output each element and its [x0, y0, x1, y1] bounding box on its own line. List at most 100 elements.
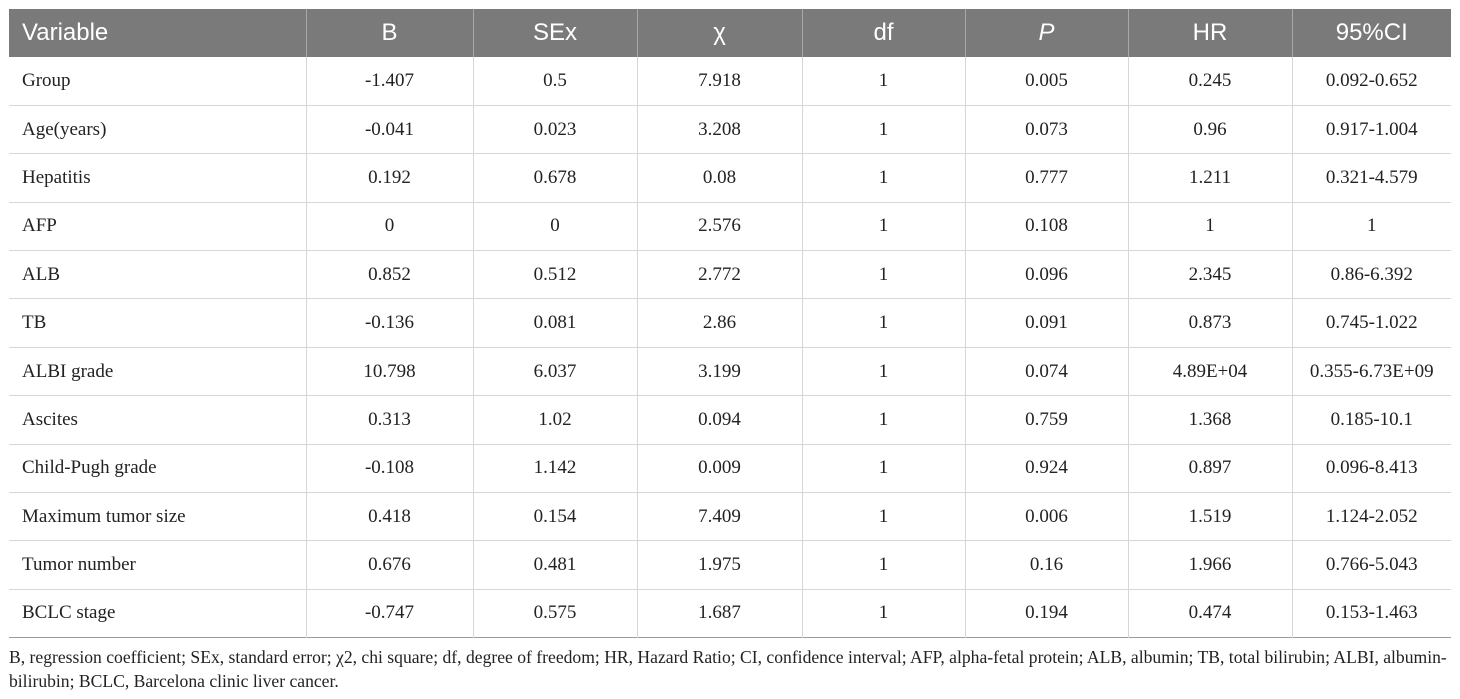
- cell-variable: Maximum tumor size: [9, 492, 307, 541]
- cell-sex: 0.081: [473, 298, 638, 348]
- header-row: Variable B SEx χ df P HR 95%CI: [9, 9, 1451, 57]
- cell-sex: 0: [473, 202, 638, 251]
- cell-p: 0.006: [965, 492, 1129, 541]
- cell-df: 1: [802, 589, 966, 638]
- cell-df: 1: [802, 395, 966, 445]
- cell-b: -0.108: [306, 444, 474, 493]
- cell-variable: Group: [9, 57, 307, 106]
- cell-b: 0.676: [306, 540, 474, 590]
- cell-hr: 0.897: [1128, 444, 1293, 493]
- cell-sex: 6.037: [473, 347, 638, 396]
- cell-chi: 7.918: [637, 57, 803, 106]
- cell-sex: 0.023: [473, 105, 638, 154]
- cell-sex: 0.5: [473, 57, 638, 106]
- table-row: ALBI grade 10.798 6.037 3.199 1 0.074 4.89E+04…: [9, 347, 1451, 396]
- table-row: Age(years) -0.041 0.023 3.208 1 0.073 0.96 0.91…: [9, 105, 1451, 154]
- cell-p: 0.194: [965, 589, 1129, 638]
- cell-ci: 1: [1367, 215, 1377, 237]
- table-row: Hepatitis 0.192 0.678 0.08 1 0.777 1.211 0.321-…: [9, 153, 1451, 203]
- cell-df: 1: [802, 202, 966, 251]
- cell-sex: 0.678: [473, 153, 638, 203]
- cell-df: 1: [802, 540, 966, 590]
- cell-hr: 4.89E+04: [1128, 347, 1293, 396]
- table-row: Group -1.407 0.5 7.918 1 0.005 0.245 0.092-0.65…: [9, 57, 1451, 106]
- cell-chi: 3.208: [637, 105, 803, 154]
- cell-hr: 0.474: [1128, 589, 1293, 638]
- cell-ci: 1.124-2.052: [1325, 505, 1418, 527]
- cell-p: 0.074: [965, 347, 1129, 396]
- cell-p: 0.16: [965, 540, 1129, 590]
- cell-hr: 0.873: [1128, 298, 1293, 348]
- regression-table-container: Variable B SEx χ df P HR 95%CI Group -1.4…: [9, 9, 1451, 638]
- cell-p: 0.759: [965, 395, 1129, 445]
- cell-df: 1: [802, 492, 966, 541]
- table-row: Ascites 0.313 1.02 0.094 1 0.759 1.368 0.185-10…: [9, 395, 1451, 445]
- cell-variable: ALB: [9, 250, 307, 299]
- header-chi: χ: [637, 9, 803, 57]
- cell-df: 1: [802, 347, 966, 396]
- table-footnote: B, regression coefficient; SEx, standard…: [9, 647, 1447, 691]
- cell-sex: 0.575: [473, 589, 638, 638]
- cell-sex: 1.02: [473, 395, 638, 445]
- table-row: Child-Pugh grade -0.108 1.142 0.009 1 0.924 0.…: [9, 444, 1451, 493]
- cell-hr: 0.245: [1128, 57, 1293, 106]
- table-row: AFP 0 0 2.576 1 0.108 1 1: [9, 202, 1451, 251]
- header-df: df: [802, 9, 966, 57]
- cell-variable: Child-Pugh grade: [9, 444, 307, 493]
- cell-b: -0.747: [306, 589, 474, 638]
- cell-b: -0.136: [306, 298, 474, 348]
- cell-variable: Hepatitis: [9, 153, 307, 203]
- cell-df: 1: [802, 57, 966, 106]
- header-variable: Variable: [9, 9, 307, 57]
- cell-ci: 0.153-1.463: [1325, 602, 1418, 624]
- cell-p: 0.005: [965, 57, 1129, 106]
- cell-hr: 0.96: [1128, 105, 1293, 154]
- cell-b: 0.852: [306, 250, 474, 299]
- cell-p: 0.073: [965, 105, 1129, 154]
- cell-chi: 2.86: [637, 298, 803, 348]
- cell-ci: 0.917-1.004: [1325, 118, 1418, 140]
- table-row: Maximum tumor size 0.418 0.154 7.409 1 0.006 1…: [9, 492, 1451, 541]
- cell-sex: 0.512: [473, 250, 638, 299]
- cell-sex: 0.154: [473, 492, 638, 541]
- cell-sex: 0.481: [473, 540, 638, 590]
- header-p: P: [965, 9, 1129, 57]
- cell-variable: AFP: [9, 202, 307, 251]
- cell-hr: 2.345: [1128, 250, 1293, 299]
- cell-hr: 1.966: [1128, 540, 1293, 590]
- cell-hr: 1.211: [1128, 153, 1293, 203]
- cell-chi: 0.009: [637, 444, 803, 493]
- cell-variable: Ascites: [9, 395, 307, 445]
- cell-ci: 0.86-6.392: [1330, 263, 1413, 285]
- cell-b: 0: [306, 202, 474, 251]
- cell-p: 0.777: [965, 153, 1129, 203]
- cell-chi: 0.08: [637, 153, 803, 203]
- table-row: BCLC stage -0.747 0.575 1.687 1 0.194 0.474 0.1…: [9, 589, 1451, 638]
- cell-variable: BCLC stage: [9, 589, 307, 638]
- cell-df: 1: [802, 444, 966, 493]
- cox-regression-table: Variable B SEx χ df P HR 95%CI Group -1.4…: [9, 9, 1451, 638]
- cell-df: 1: [802, 250, 966, 299]
- cell-ci: 0.355-6.73E+09: [1309, 360, 1434, 382]
- cell-df: 1: [802, 298, 966, 348]
- cell-p: 0.108: [965, 202, 1129, 251]
- cell-b: 0.192: [306, 153, 474, 203]
- cell-b: -0.041: [306, 105, 474, 154]
- cell-ci: 0.096-8.413: [1325, 457, 1418, 479]
- cell-variable: TB: [9, 298, 307, 348]
- cell-ci: 0.185-10.1: [1330, 408, 1413, 430]
- cell-variable: Age(years): [9, 105, 307, 154]
- table-row: TB -0.136 0.081 2.86 1 0.091 0.873 0.745-1.022: [9, 298, 1451, 348]
- cell-df: 1: [802, 153, 966, 203]
- cell-hr: 1.519: [1128, 492, 1293, 541]
- header-hr: HR: [1128, 9, 1293, 57]
- cell-b: 0.313: [306, 395, 474, 445]
- cell-chi: 1.687: [637, 589, 803, 638]
- cell-chi: 7.409: [637, 492, 803, 541]
- cell-p: 0.924: [965, 444, 1129, 493]
- cell-b: 10.798: [306, 347, 474, 396]
- cell-b: 0.418: [306, 492, 474, 541]
- cell-p: 0.091: [965, 298, 1129, 348]
- cell-p: 0.096: [965, 250, 1129, 299]
- table-body: Group -1.407 0.5 7.918 1 0.005 0.245 0.092-0.65…: [9, 57, 1451, 638]
